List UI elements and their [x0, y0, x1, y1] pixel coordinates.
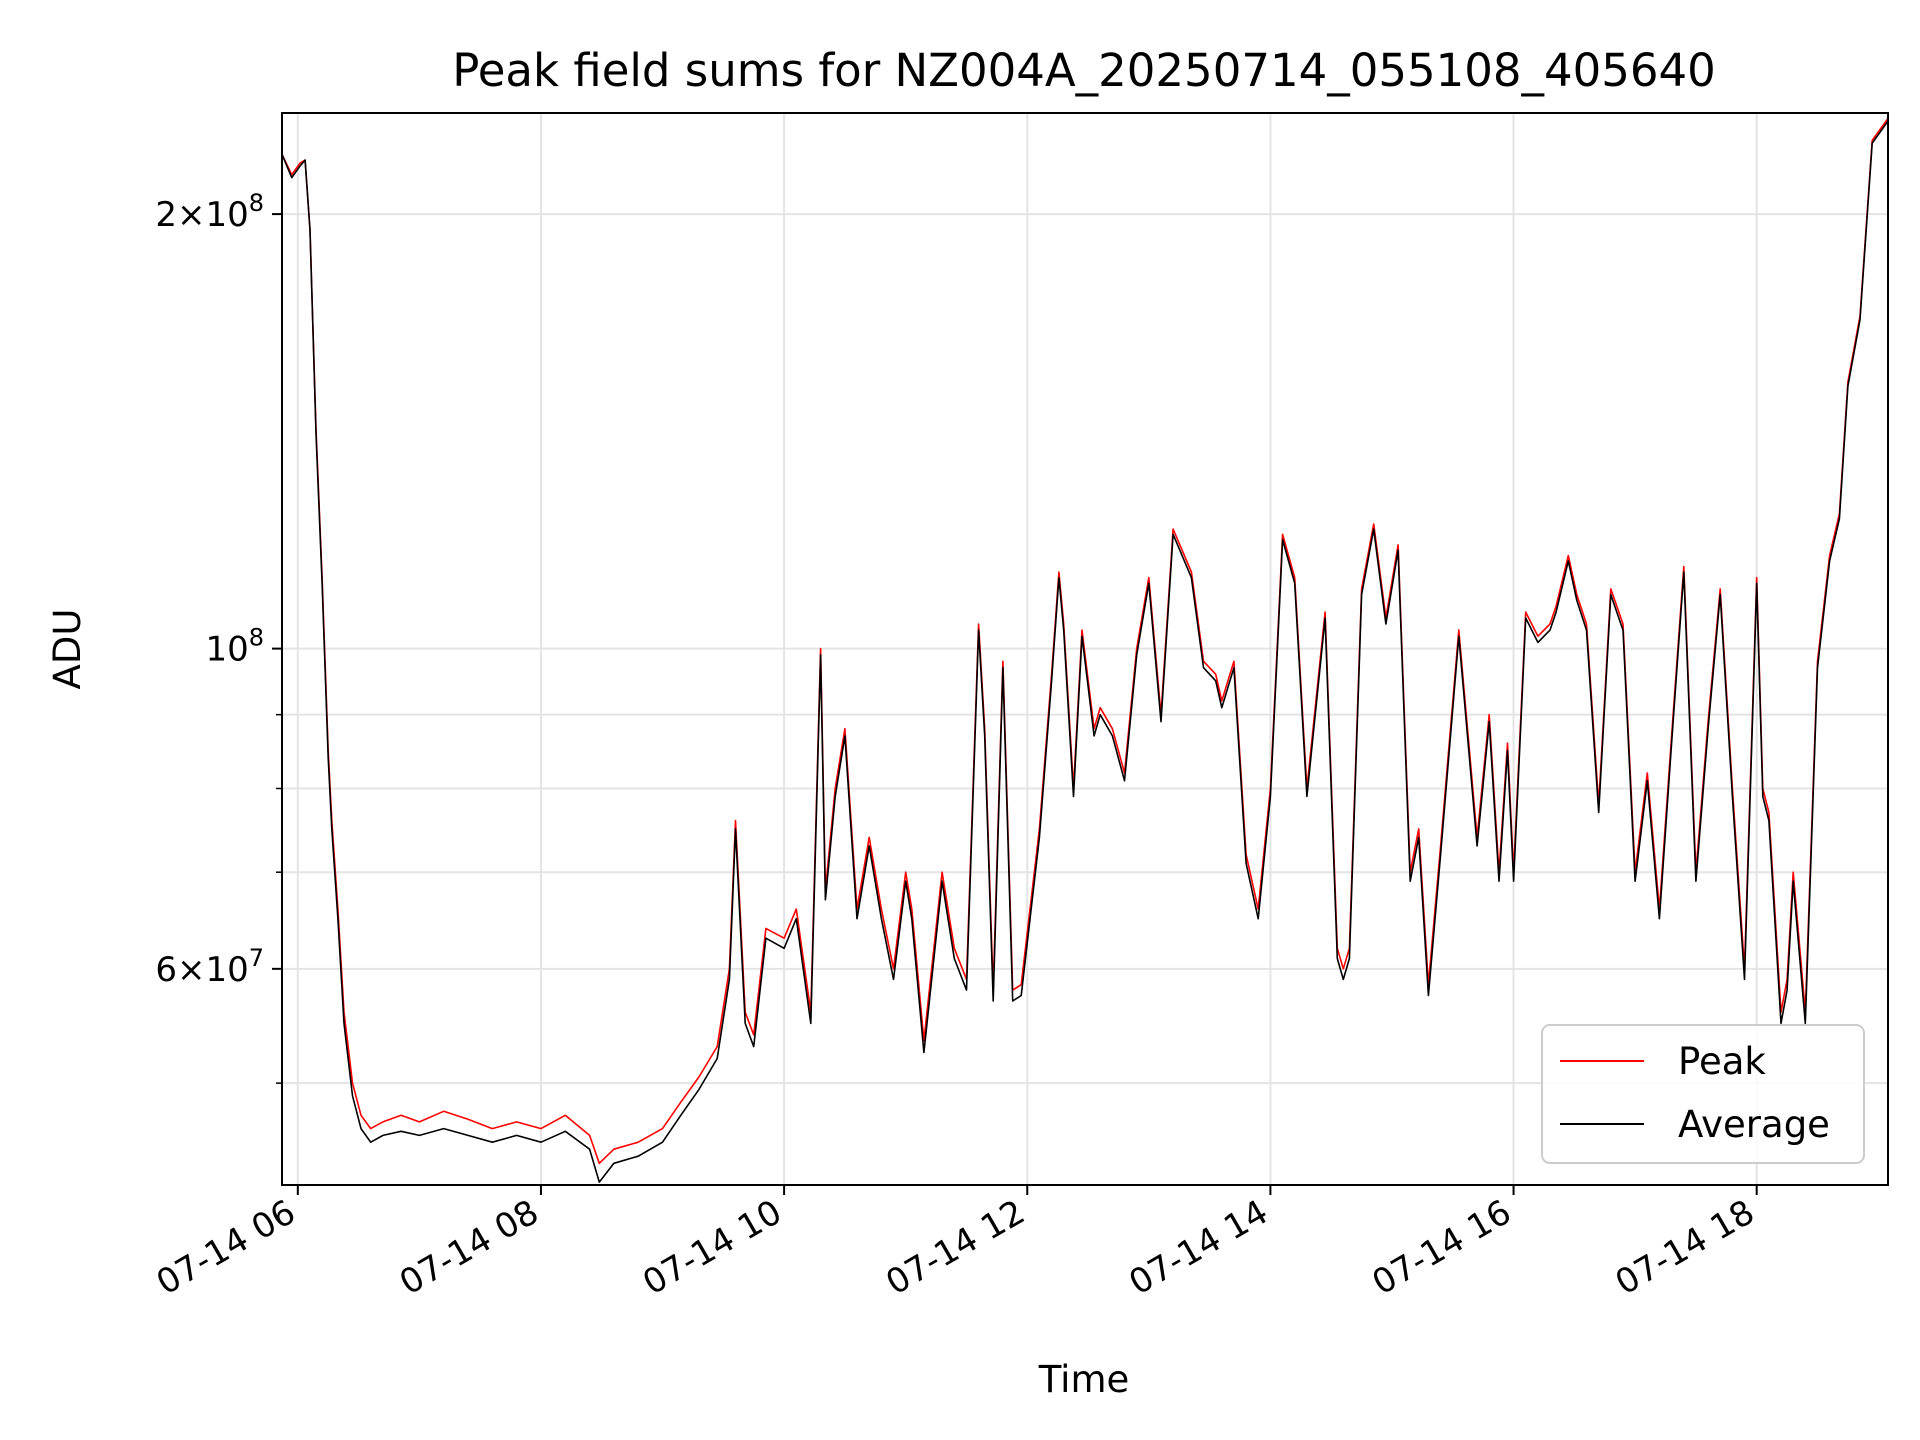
y-axis-label: ADU — [46, 609, 89, 690]
y-tick-label: 6×107 — [155, 944, 264, 990]
grid-lines — [282, 113, 1888, 1185]
x-axis-label: Time — [1038, 1358, 1130, 1401]
chart-title: Peak field sums for NZ004A_20250714_0551… — [452, 44, 1716, 97]
legend-box — [1541, 1024, 1865, 1164]
x-axis-ticks: 07-14 06 07-14 08 07-14 10 07-14 12 07-14 14… — [150, 1185, 1761, 1303]
x-tick-label: 07-14 12 — [879, 1192, 1031, 1303]
y-tick-label: 2×108 — [155, 189, 264, 235]
plot-series — [282, 117, 1888, 1183]
series-line-average — [282, 120, 1888, 1183]
x-tick-label: 07-14 18 — [1609, 1192, 1761, 1303]
y-axis-ticks: 6×107 108 2×108 — [155, 189, 282, 1084]
series-line-peak — [282, 117, 1888, 1165]
y-tick-label: 108 — [205, 624, 264, 670]
x-tick-label: 07-14 06 — [150, 1192, 302, 1303]
legend-peak-label: Peak — [1678, 1040, 1766, 1083]
x-tick-label: 07-14 10 — [636, 1192, 788, 1303]
x-tick-label: 07-14 16 — [1366, 1192, 1518, 1303]
x-tick-label: 07-14 14 — [1123, 1192, 1275, 1303]
legend-average-label: Average — [1678, 1103, 1830, 1146]
x-tick-label: 07-14 08 — [393, 1192, 545, 1303]
legend: Peak Average — [1541, 1024, 1865, 1164]
